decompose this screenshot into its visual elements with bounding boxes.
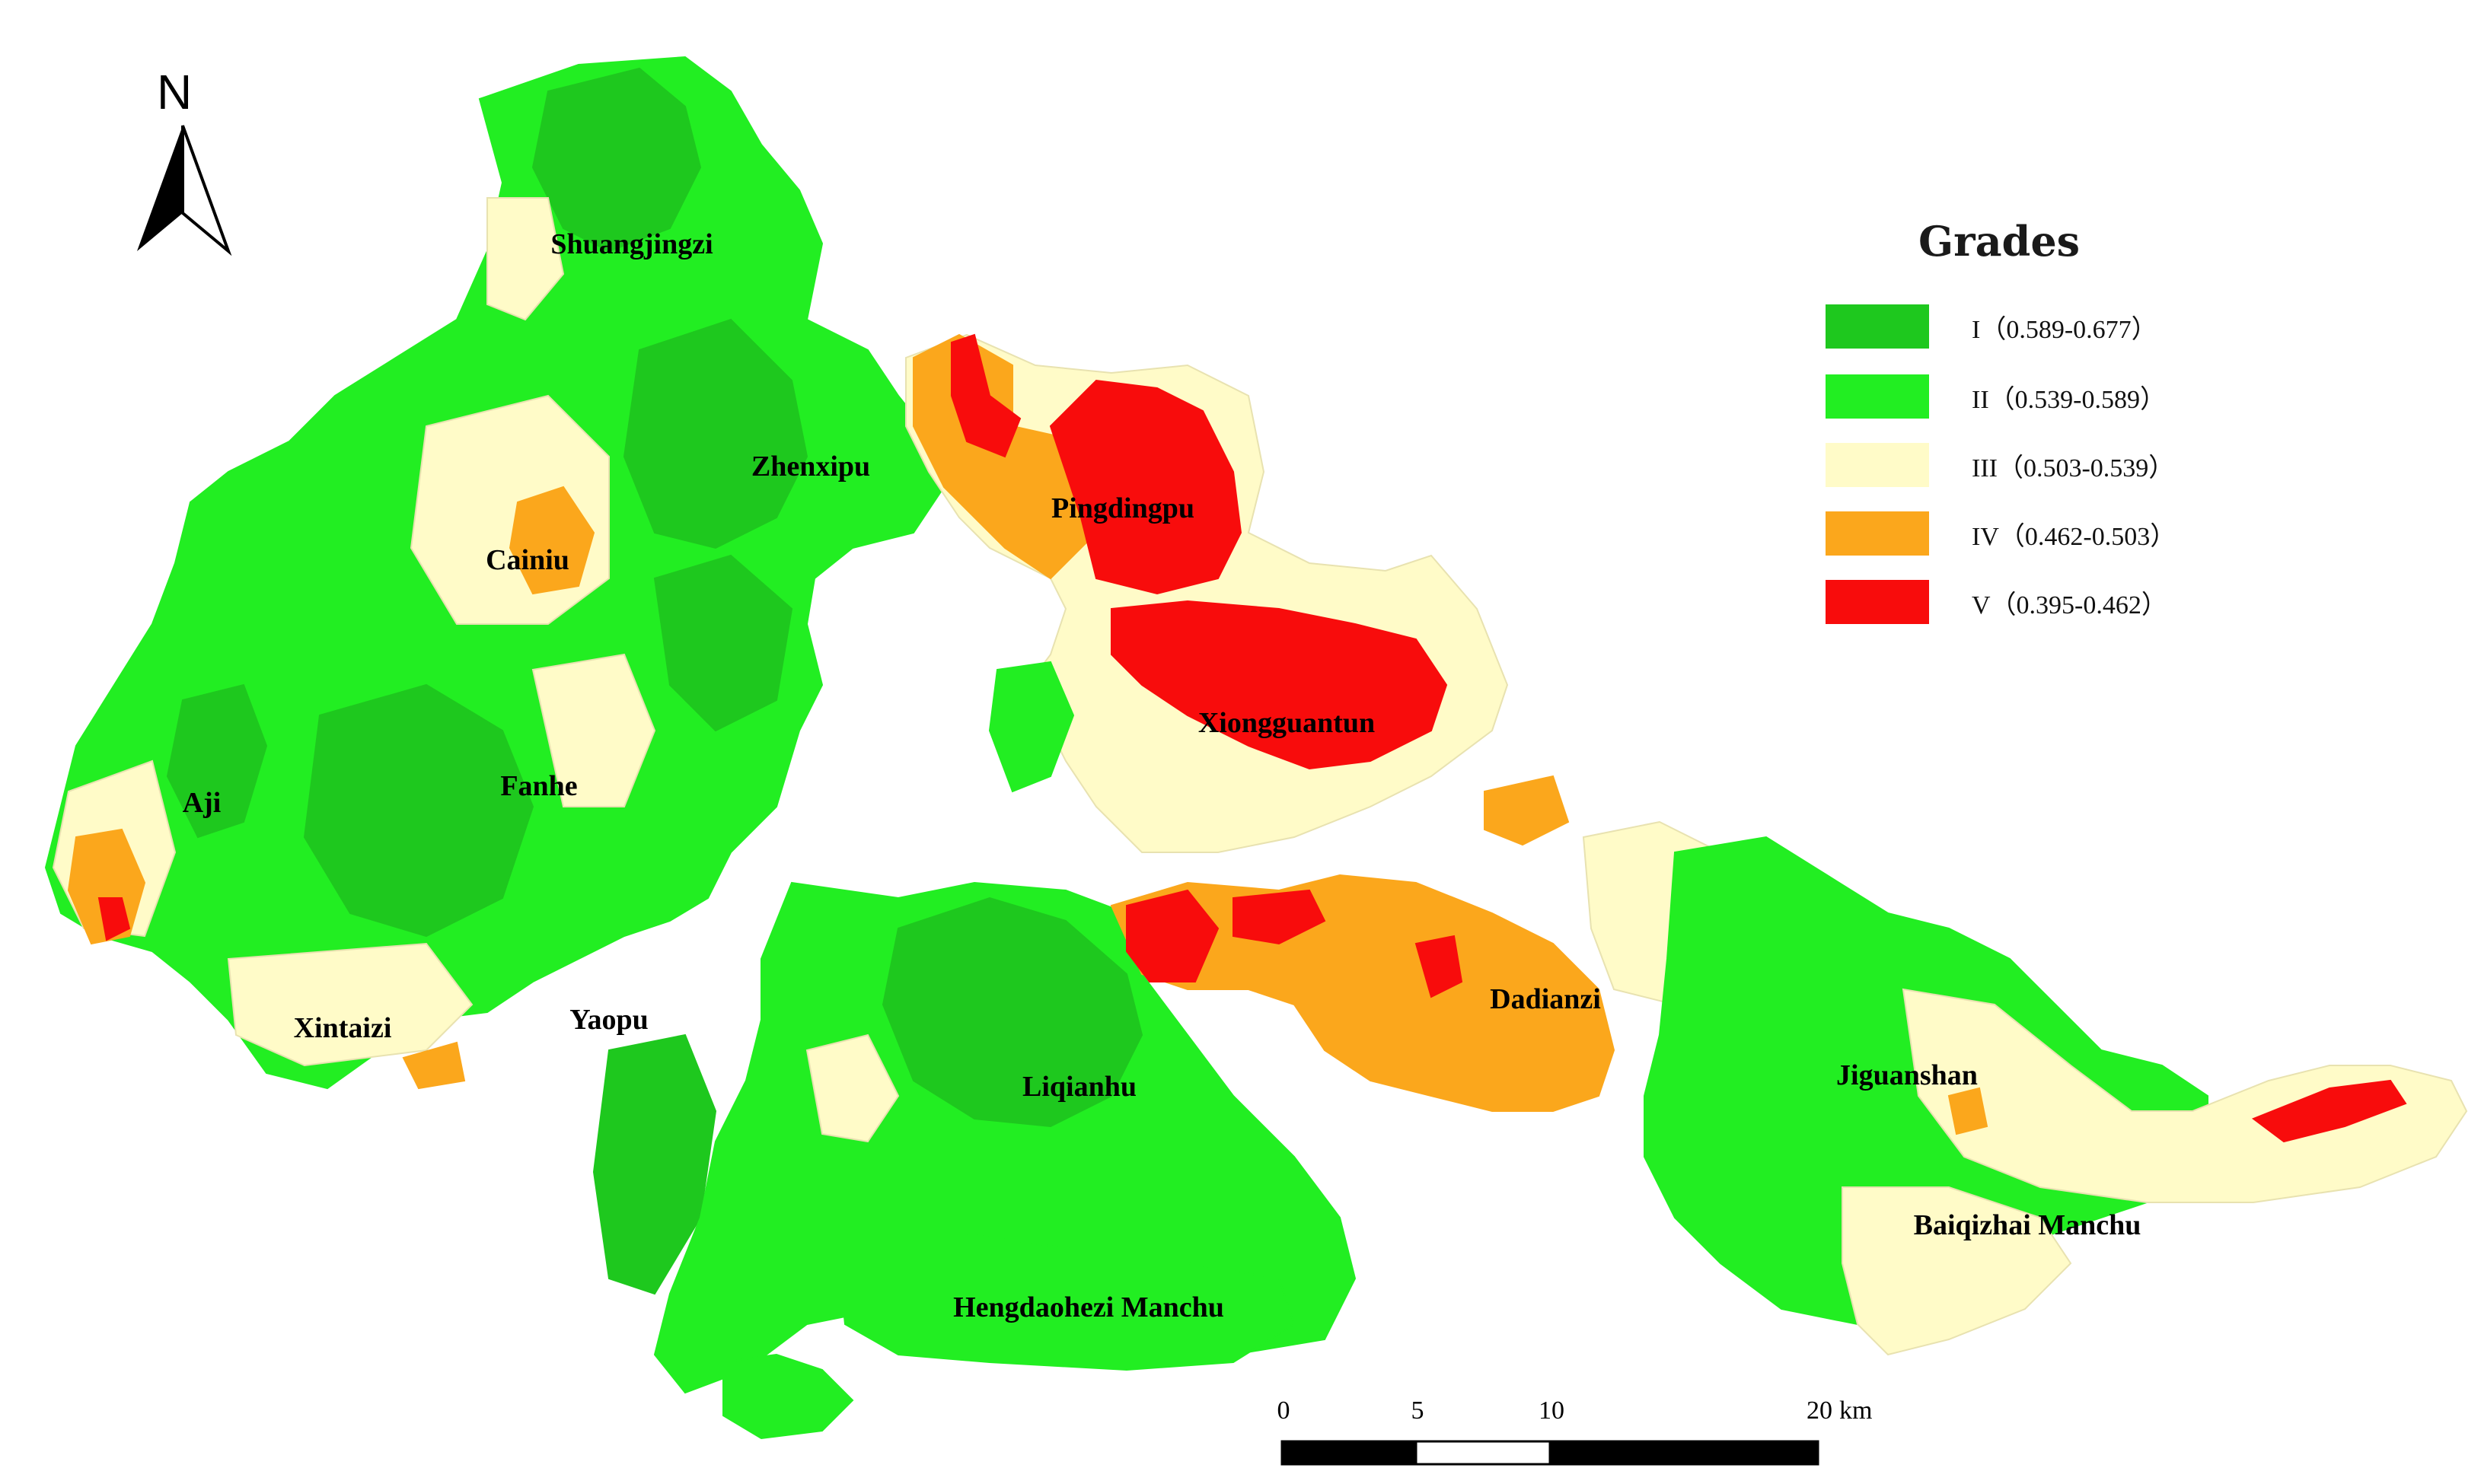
grade-ii-area-xiongguantun-west [988,661,1075,793]
region-label-xiongguantun: Xiongguantun [1198,707,1375,739]
scale-tick-5: 5 [1411,1396,1424,1425]
legend-item-grade-2: II（0.539-0.589） [1826,374,2166,419]
region-label-xintaizi: Xintaizi [294,1012,392,1044]
grade-iv-area-jiguanshan [1947,1087,1988,1135]
region-label-jiguanshan: Jiguanshan [1836,1059,1978,1091]
grade-v-area-pingdingpu [951,333,1022,458]
scale-segment-10-20 [1548,1440,1819,1466]
grade-iii-area-fanhe-east [531,653,656,807]
scale-tick-0: 0 [1277,1396,1290,1425]
legend-item-grade-5: V（0.395-0.462） [1826,580,2167,624]
region-label-yaopu: Yaopu [569,1004,649,1036]
grade-ii-area-south-tip [722,1353,854,1440]
region-label-aji: Aji [183,787,222,819]
grade-iv-area-cainiu [509,486,595,595]
legend-title: Grades [1918,217,2081,266]
grade-iii-area-jiguanshan-east [1902,988,2468,1203]
grade-v-area-dadianzi-east [1414,935,1463,998]
grade-v-area-xiongguantun [1111,600,1448,770]
grade-i-area-southwest [592,1033,717,1295]
grade-iii-area-liqianhu-west [805,1033,900,1143]
grade-iii-area-xintaizi [227,942,474,1067]
legend-item-grade-4: IV（0.462-0.503） [1826,511,2176,556]
scale-bar [1280,1440,1819,1466]
grade-iv-area-dadianzi-north [1484,775,1570,846]
region-label-liqianhu: Liqianhu [1022,1071,1137,1103]
region-label-fanhe: Fanhe [500,770,577,802]
grade-v-area-aji [97,897,131,941]
grade-i-area-zhenxipu [623,318,808,549]
region-label-dadianzi: Dadianzi [1490,983,1601,1015]
region-label-hengdaohezi-manchu: Hengdaohezi Manchu [953,1291,1224,1323]
scale-segment-0-5 [1280,1440,1417,1466]
grade-i-area-liqianhu [882,896,1143,1128]
grade-v-area-east-tip [2251,1079,2407,1143]
north-arrow-label: N [157,65,193,119]
legend-label: II（0.539-0.589） [1972,385,2166,414]
grade-i-area-fanhe [303,683,534,938]
legend-swatch [1826,304,1929,349]
grade-v-area-dadianzi-central [1233,889,1326,945]
grade-i-area-shuangjingzi [531,67,702,253]
legend-swatch [1826,580,1929,624]
grade-ii-area-hengdaohezi [836,1231,1296,1371]
grade-i-area-aji [166,683,268,839]
scale-segment-5-10 [1414,1440,1551,1466]
legend-swatch [1826,374,1929,419]
legend-label: V（0.395-0.462） [1972,591,2167,619]
legend-swatch [1826,443,1929,487]
legend-label: IV（0.462-0.503） [1972,522,2176,551]
scale-unit: km [1839,1396,1873,1425]
grade-iii-area-baiqizhai [1842,1186,2072,1356]
scale-tick-20: 20 [1807,1396,1832,1425]
region-label-baiqizhai-manchu: Baiqizhai Manchu [1914,1209,2141,1241]
region-label-zhenxipu: Zhenxipu [751,451,870,482]
region-label-shuangjingzi: Shuangjingzi [550,228,713,260]
legend-item-grade-3: III（0.503-0.539） [1826,443,2174,487]
grade-iv-area-xintaizi [402,1041,466,1090]
legend-label: I（0.589-0.677） [1972,315,2157,344]
legend-label: III（0.503-0.539） [1972,454,2175,482]
grade-v-area-dadianzi-west [1126,889,1220,982]
legend-item-grade-1: I（0.589-0.677） [1826,304,2157,349]
region-label-pingdingpu: Pingdingpu [1051,492,1194,524]
scale-tick-10: 10 [1539,1396,1564,1425]
legend-swatch [1826,511,1929,556]
grade-v-area-pingdingpu-east [1049,379,1242,595]
region-label-cainiu: Cainiu [486,544,569,576]
grade-iii-area-shuangjingzi-west [486,197,565,321]
north-arrow-icon [137,125,232,256]
grade-i-area-east-zhenxipu [653,554,793,732]
